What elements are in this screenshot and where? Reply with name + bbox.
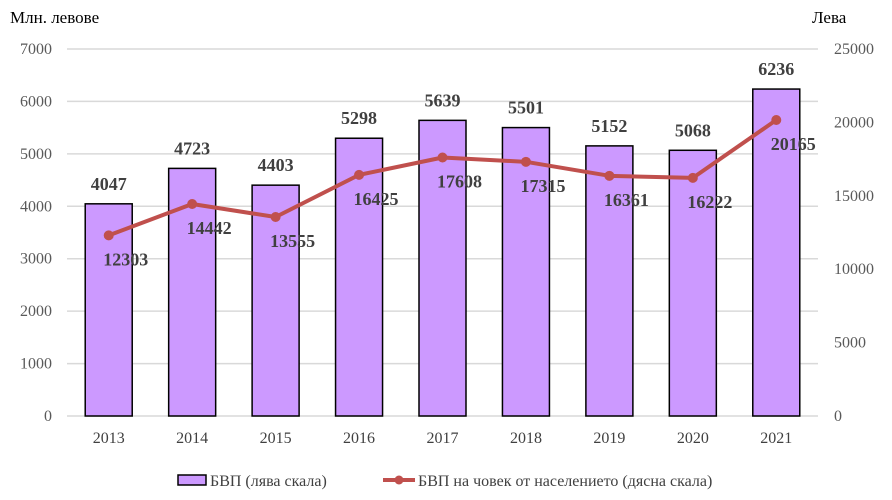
bar-data-label: 6236	[758, 59, 794, 79]
x-tick-label: 2017	[427, 430, 459, 447]
bar-data-label: 5501	[508, 98, 544, 118]
bar	[251, 184, 300, 417]
legend-line-marker	[394, 475, 404, 485]
line-point	[437, 152, 448, 163]
left-tick-label: 5000	[20, 146, 52, 163]
legend-bar-swatch	[177, 474, 207, 486]
right-tick-label: 20000	[834, 114, 874, 131]
left-tick-label: 4000	[20, 198, 52, 215]
x-tick-label: 2015	[260, 430, 292, 447]
legend: БВП (лява скала) БВП на човек от населен…	[177, 473, 712, 490]
bar	[501, 126, 551, 417]
line-data-label: 17315	[520, 176, 565, 196]
line-data-label: 12303	[103, 249, 148, 269]
line-point	[103, 230, 114, 241]
line-data-label: 16222	[687, 192, 732, 212]
right-tick-label: 15000	[834, 188, 874, 205]
bar-data-label: 5298	[341, 108, 377, 128]
x-tick-label: 2016	[343, 430, 375, 447]
right-axis-title: Лева	[812, 8, 847, 27]
left-tick-label: 3000	[20, 251, 52, 268]
bar-data-label: 4403	[258, 155, 294, 175]
bar-data-label: 5068	[675, 120, 711, 140]
right-tick-label: 0	[834, 408, 842, 425]
bar-data-label: 5152	[591, 116, 627, 136]
line-series	[103, 114, 782, 241]
left-tick-label: 0	[44, 408, 52, 425]
x-tick-label: 2021	[760, 430, 792, 447]
right-tick-label: 5000	[834, 335, 866, 352]
line-labels: 12303 14442 13555 16425 17608 17315 16361 16222…	[103, 134, 816, 269]
left-axis-ticks: 0 1000 2000 3000 4000 5000 6000 7000	[20, 41, 52, 425]
line-data-label: 13555	[270, 231, 315, 251]
bar	[668, 149, 718, 417]
right-tick-label: 10000	[834, 261, 874, 278]
line-point	[520, 156, 531, 167]
line-point	[187, 198, 198, 209]
line-point	[354, 169, 365, 180]
bar	[418, 119, 467, 417]
x-tick-label: 2019	[593, 430, 625, 447]
left-tick-label: 2000	[20, 303, 52, 320]
legend-bar-label: БВП (лява скала)	[210, 473, 327, 490]
left-tick-label: 7000	[20, 41, 52, 58]
left-axis-title: Млн. левове	[10, 8, 99, 27]
x-tick-label: 2013	[93, 430, 125, 447]
bar-data-label: 5639	[425, 90, 461, 110]
line-data-label: 16425	[354, 189, 399, 209]
x-tick-label: 2014	[176, 430, 208, 447]
x-axis-ticks: 2013 2014 2015 2016 2017 2018 2019 2020 2021	[93, 430, 793, 447]
line-data-label: 16361	[604, 190, 649, 210]
bar-data-label: 4047	[91, 174, 127, 194]
line-data-label: 14442	[187, 218, 232, 238]
right-axis-ticks: 0 5000 10000 15000 20000 25000	[834, 41, 874, 425]
line-point	[771, 114, 782, 125]
line-point	[604, 170, 615, 181]
bar	[752, 88, 801, 417]
bar	[334, 137, 384, 417]
bar-labels: 4047 4723 4403 5298 5639 5501 5152 5068 6236	[91, 59, 795, 194]
bar-data-label: 4723	[174, 138, 210, 158]
line-point	[687, 172, 698, 183]
line-data-label: 20165	[771, 134, 816, 154]
left-tick-label: 1000	[20, 356, 52, 373]
right-tick-label: 25000	[834, 41, 874, 58]
line-point	[270, 212, 281, 223]
x-tick-label: 2018	[510, 430, 542, 447]
x-tick-label: 2020	[677, 430, 709, 447]
left-tick-label: 6000	[20, 93, 52, 110]
line-data-label: 17608	[437, 172, 482, 192]
bar	[585, 145, 634, 417]
legend-line-label: БВП на човек от населението (дясна скала…	[418, 473, 712, 490]
